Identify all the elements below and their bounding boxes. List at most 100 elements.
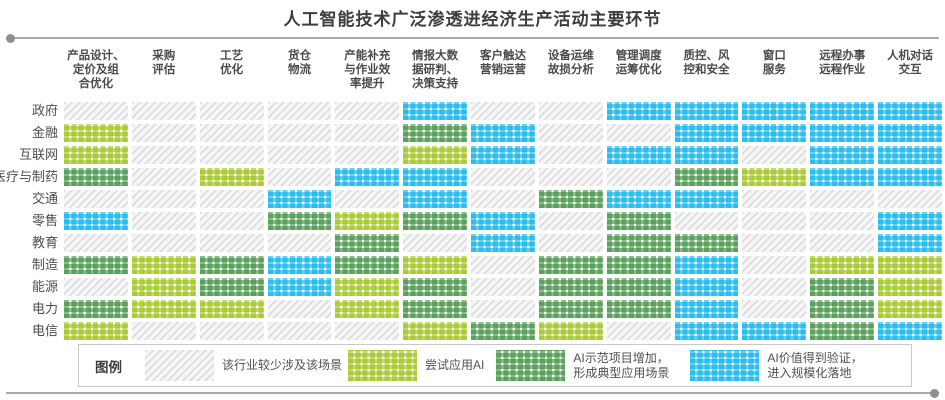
bottom-rule-right-dot (930, 388, 939, 398)
heatmap-cell (674, 234, 739, 252)
heatmap-cell (538, 212, 603, 230)
legend-title: 图例 (95, 359, 122, 375)
row-label: 制造 (0, 254, 60, 276)
legend: 图例 该行业较少涉及该场景 尝试应用AI AI示范项目增加， 形成典型应用场景 AI价… (78, 344, 912, 387)
page-title: 人工智能技术广泛渗透进经济生产活动主要环节 (283, 10, 662, 29)
heatmap-cell (471, 102, 535, 120)
heatmap-cell (538, 234, 603, 252)
column-header: 情报大数 据研判、 决策支持 (412, 50, 459, 90)
heatmap-cell (878, 278, 942, 296)
heatmap-cell (64, 124, 128, 142)
heatmap-cell (606, 168, 671, 186)
heatmap-cell (335, 168, 400, 186)
row-label: 电信 (0, 320, 60, 342)
heatmap-cell (471, 278, 535, 296)
heatmap-cell (199, 168, 264, 186)
column-header: 工艺 优化 (220, 50, 244, 76)
heatmap-cell (131, 256, 196, 274)
heatmap-cell (64, 190, 128, 208)
heatmap-cell (335, 146, 400, 164)
heatmap-cell (64, 278, 128, 296)
heatmap-cell (674, 212, 739, 230)
heatmap-cell (674, 278, 739, 296)
heatmap-cell (674, 168, 739, 186)
heatmap-cell (471, 322, 535, 340)
heatmap-matrix (64, 100, 942, 342)
heatmap-cell (742, 300, 807, 318)
heatmap-cell (335, 234, 400, 252)
heatmap-cell (742, 322, 807, 340)
heatmap-cell (471, 124, 535, 142)
heatmap-cell (606, 102, 671, 120)
heatmap-cell (810, 278, 875, 296)
heatmap-cell (267, 146, 332, 164)
column-header: 产能补充 与作业效 率提升 (344, 50, 391, 90)
heatmap-cell (810, 212, 875, 230)
column-header: 人机对话 交互 (887, 50, 934, 76)
heatmap-cell (471, 190, 535, 208)
heatmap-cell (878, 168, 942, 186)
heatmap-cell (131, 278, 196, 296)
heatmap-cell (606, 124, 671, 142)
legend-item: 该行业较少涉及该场景 (145, 350, 342, 381)
heatmap-cell (403, 168, 468, 186)
heatmap-cell (64, 234, 128, 252)
row-label: 金融 (0, 122, 60, 144)
heatmap-cell (335, 102, 400, 120)
heatmap-cell (606, 278, 671, 296)
heatmap-cell (267, 212, 332, 230)
top-rule-left-dot (6, 33, 15, 43)
legend-item: 尝试应用AI (348, 350, 484, 381)
heatmap-row (64, 210, 942, 232)
row-label: 交通 (0, 188, 60, 210)
row-label-text: 医疗与制药 (0, 169, 58, 184)
legend-label: AI价值得到验证， 进入规模化落地 (767, 350, 863, 380)
heatmap-cell (810, 146, 875, 164)
heatmap-cell (131, 322, 196, 340)
heatmap-cell (199, 102, 264, 120)
legend-label: 该行业较少涉及该场景 (222, 358, 343, 372)
row-label-text: 教育 (31, 235, 58, 250)
heatmap-cell (403, 102, 468, 120)
heatmap-cell (335, 278, 400, 296)
heatmap-cell (335, 256, 400, 274)
heatmap-cell (606, 256, 671, 274)
heatmap-row (64, 122, 942, 144)
heatmap-cell (742, 146, 807, 164)
heatmap-cell (471, 256, 535, 274)
column-header: 设备运维 故损分析 (547, 50, 594, 76)
row-label-text: 能源 (31, 279, 58, 294)
heatmap-cell (267, 278, 332, 296)
heatmap-cell (403, 124, 468, 142)
heatmap-cell (335, 212, 400, 230)
heatmap-cell (267, 190, 332, 208)
heatmap-cell (199, 146, 264, 164)
heatmap-row (64, 298, 942, 320)
heatmap-cell (267, 300, 332, 318)
heatmap-cell (674, 300, 739, 318)
column-header: 窗口 服务 (762, 50, 786, 76)
heatmap-cell (810, 234, 875, 252)
heatmap-cell (810, 190, 875, 208)
heatmap-cell (742, 168, 807, 186)
column-header: 产品设计、 定价及组 合优化 (67, 50, 125, 90)
heatmap-cell (810, 322, 875, 340)
row-label-text: 电信 (31, 323, 58, 338)
heatmap-cell (471, 212, 535, 230)
heatmap-cell (131, 190, 196, 208)
heatmap-cell (742, 234, 807, 252)
heatmap-cell (131, 212, 196, 230)
heatmap-cell (538, 190, 603, 208)
heatmap-cell (606, 322, 671, 340)
heatmap-row (64, 232, 942, 254)
heatmap-row (64, 188, 942, 210)
legend-swatch-level-3 (690, 350, 760, 381)
heatmap-cell (674, 190, 739, 208)
heatmap-cell (538, 278, 603, 296)
heatmap-cell (538, 168, 603, 186)
heatmap-cell (335, 300, 400, 318)
row-label: 政府 (0, 100, 60, 122)
heatmap-cell (538, 102, 603, 120)
heatmap-cell (878, 146, 942, 164)
